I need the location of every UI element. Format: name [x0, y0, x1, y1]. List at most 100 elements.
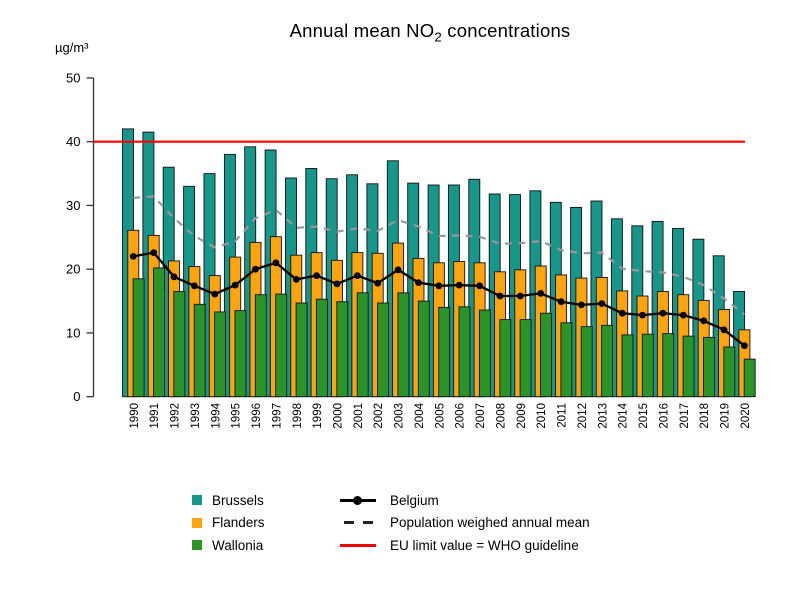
bar-wallonia-1992	[173, 291, 186, 398]
wallonia-swatch-icon	[192, 540, 202, 551]
x-axis-label-2011: 2011	[557, 403, 569, 428]
chart-title-prefix: Annual mean NO	[289, 20, 435, 41]
bar-wallonia-2000	[336, 301, 349, 398]
belgium-point-2004	[415, 279, 422, 286]
chart-title-suffix: concentrations	[441, 20, 571, 41]
belgium-point-1992	[170, 273, 178, 281]
x-axis-label-2020: 2020	[740, 403, 752, 429]
belgium-point-2006	[455, 281, 463, 289]
belgium-point-1994	[211, 290, 219, 298]
belgium-point-1996	[252, 265, 259, 273]
x-axis-label-1994: 1994	[210, 402, 222, 428]
belgium-point-2011	[557, 298, 565, 306]
x-axis-label-1997: 1997	[271, 403, 283, 429]
legend-label-brussels: Brussels	[212, 492, 264, 508]
x-axis-label-2019: 2019	[720, 403, 732, 429]
bar-wallonia-2015	[641, 333, 654, 398]
x-axis-label-1995: 1995	[231, 403, 243, 429]
y-axis-tick-label: 50	[66, 70, 80, 85]
belgium-point-2014	[618, 309, 626, 317]
x-axis-label-2018: 2018	[699, 403, 711, 429]
x-axis-label-2005: 2005	[434, 403, 446, 429]
y-axis-tick-label: 10	[66, 325, 80, 340]
belgium-point-2010	[537, 290, 545, 297]
belgium-point-1993	[191, 282, 198, 290]
legend-item-brussels: Brussels	[192, 489, 265, 512]
belgium-point-2009	[516, 292, 524, 300]
bar-wallonia-1996	[254, 294, 267, 398]
line-with-dot-icon	[340, 495, 376, 505]
legend-item-belgium: Belgium	[340, 489, 590, 512]
belgium-point-1998	[292, 276, 300, 283]
bar-wallonia-2011	[560, 322, 573, 398]
bar-wallonia-1994	[214, 311, 227, 398]
brussels-swatch-icon	[192, 495, 202, 506]
x-axis-label-2008: 2008	[496, 403, 508, 429]
x-axis-label-2014: 2014	[618, 402, 630, 428]
belgium-point-1990	[129, 253, 137, 260]
legend-item-flanders: Flanders	[192, 512, 265, 535]
red-line-icon	[340, 543, 376, 547]
y-axis-tick-label: 30	[66, 198, 80, 213]
bar-wallonia-2019	[723, 346, 736, 398]
belgium-point-2015	[639, 311, 646, 319]
bar-wallonia-1995	[234, 310, 247, 398]
legend-label-flanders: Flanders	[212, 515, 265, 531]
belgium-point-1997	[272, 259, 280, 267]
x-axis-label-1990: 1990	[129, 403, 141, 429]
bar-wallonia-2016	[662, 333, 675, 398]
legend-item-eu-limit: EU limit value = WHO guideline	[340, 534, 590, 557]
bar-wallonia-1997	[275, 293, 288, 398]
x-axis-label-1992: 1992	[170, 403, 182, 429]
belgium-point-2020	[741, 342, 748, 350]
chart-title-subscript: 2	[434, 29, 442, 45]
legend-label-belgium: Belgium	[390, 492, 439, 508]
legend-column-lines: Belgium Population weighed annual mean E…	[340, 489, 590, 557]
x-axis-label-1991: 1991	[149, 403, 161, 429]
x-axis-label-2002: 2002	[373, 403, 385, 429]
bar-wallonia-1990	[132, 278, 145, 398]
x-axis-label-2016: 2016	[658, 403, 670, 429]
bar-wallonia-2005	[438, 306, 451, 398]
belgium-point-1991	[150, 249, 158, 256]
bar-wallonia-2013	[601, 324, 614, 398]
legend-label-population-weighed: Population weighed annual mean	[390, 515, 590, 531]
chart-title: Annual mean NO2 concentrations	[60, 20, 800, 45]
x-axis-label-2000: 2000	[333, 403, 345, 429]
bar-wallonia-1998	[295, 302, 308, 398]
x-axis-label-1993: 1993	[190, 403, 202, 429]
bar-wallonia-2008	[499, 319, 512, 398]
y-axis-unit-label: µg/m³	[55, 40, 89, 55]
bar-wallonia-2001	[356, 292, 369, 398]
y-axis-tick-label: 0	[73, 389, 80, 404]
belgium-point-2002	[374, 279, 382, 287]
x-axis-label-2001: 2001	[353, 403, 365, 429]
x-axis-label-1998: 1998	[292, 403, 304, 429]
x-axis-label-2015: 2015	[638, 403, 650, 429]
x-axis-label-2013: 2013	[597, 403, 609, 429]
legend-column-regions: Brussels Flanders Wallonia	[192, 489, 265, 557]
bar-wallonia-1993	[193, 303, 206, 398]
legend-item-wallonia: Wallonia	[192, 534, 265, 557]
bar-wallonia-1991	[153, 267, 165, 398]
x-axis-label-2017: 2017	[679, 403, 691, 429]
legend-label-wallonia: Wallonia	[212, 537, 264, 553]
bar-wallonia-1999	[315, 298, 328, 398]
belgium-point-2005	[435, 282, 443, 290]
dashed-line-icon	[340, 521, 376, 525]
belgium-point-2000	[333, 280, 341, 288]
x-axis-label-2006: 2006	[455, 403, 467, 429]
belgium-point-2019	[720, 326, 728, 334]
y-axis-tick-label: 40	[66, 134, 80, 149]
belgium-point-2017	[679, 311, 687, 319]
belgium-point-2013	[598, 300, 606, 307]
bar-wallonia-2002	[377, 302, 389, 398]
bar-wallonia-2017	[682, 335, 695, 398]
belgium-point-2001	[354, 272, 361, 279]
belgium-point-1995	[231, 281, 239, 289]
x-axis-label-2003: 2003	[394, 403, 406, 429]
bar-wallonia-2018	[703, 336, 715, 398]
x-axis-label-2009: 2009	[516, 403, 528, 429]
